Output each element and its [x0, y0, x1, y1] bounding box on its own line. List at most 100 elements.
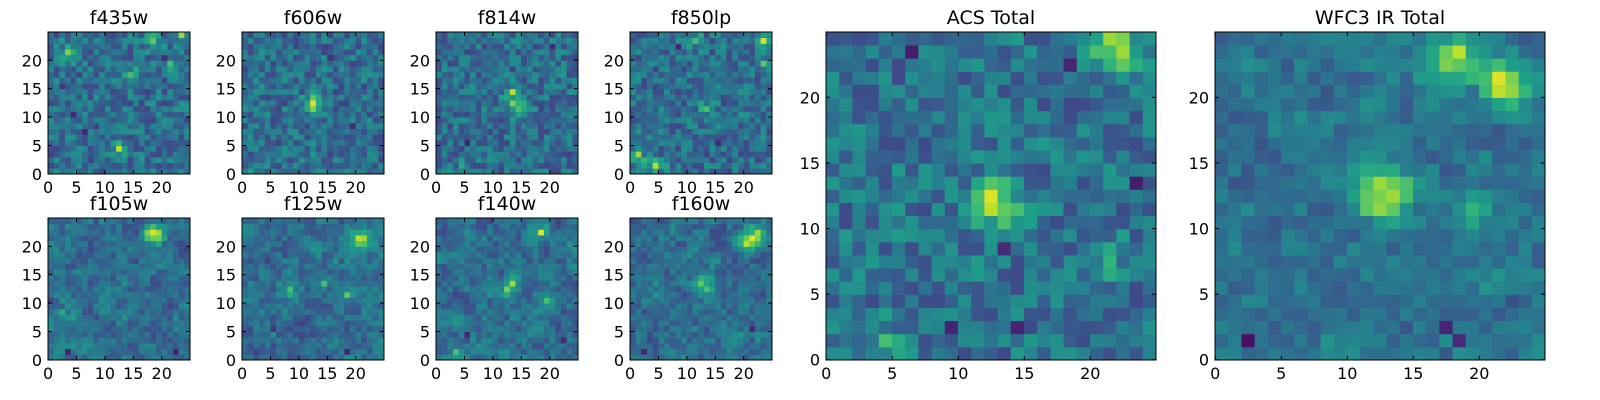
- heatmap-cell: [242, 156, 249, 164]
- heatmap-cell: [436, 122, 443, 129]
- heatmap-cell: [572, 88, 579, 95]
- heatmap-cell: [76, 325, 83, 332]
- heatmap-cell: [652, 88, 659, 95]
- heatmap-cell: [76, 235, 83, 242]
- heatmap-cell: [155, 37, 162, 44]
- heatmap-cell: [703, 320, 710, 327]
- heatmap-cell: [242, 60, 249, 67]
- heatmap-cell: [65, 235, 72, 242]
- heatmap-cell: [372, 229, 379, 236]
- heatmap-cell: [720, 354, 727, 361]
- heatmap-cell: [48, 354, 55, 361]
- heatmap-cell: [155, 128, 162, 135]
- heatmap-cell: [635, 100, 642, 107]
- heatmap-cell: [470, 235, 477, 242]
- heatmap-cell: [315, 331, 322, 338]
- heatmap-cell: [184, 257, 191, 264]
- heatmap-cell: [498, 54, 505, 61]
- heatmap-cell: [453, 83, 460, 90]
- heatmap-cell: [658, 32, 665, 39]
- heatmap-cell: [532, 274, 539, 281]
- heatmap-cell: [276, 320, 283, 327]
- heatmap-cell: [138, 117, 145, 124]
- heatmap-cell: [247, 117, 254, 124]
- heatmap-cell: [287, 162, 294, 169]
- heatmap-cell: [441, 105, 448, 112]
- heatmap-cell: [144, 308, 151, 315]
- heatmap-cell: [155, 308, 162, 315]
- heatmap-cell: [82, 66, 89, 73]
- heatmap-cell: [172, 94, 180, 101]
- heatmap-cell: [184, 263, 191, 270]
- heatmap-cell: [48, 83, 55, 90]
- heatmap-cell: [481, 77, 488, 84]
- heatmap-cell: [315, 252, 322, 259]
- heatmap-cell: [366, 291, 374, 298]
- heatmap-cell: [65, 60, 72, 67]
- heatmap-cell: [549, 235, 556, 242]
- heatmap-cell: [436, 134, 443, 141]
- heatmap-cell: [133, 286, 140, 293]
- heatmap-cell: [281, 223, 288, 230]
- heatmap-cell: [310, 117, 317, 124]
- heatmap-cell: [70, 314, 77, 321]
- heatmap-cell: [709, 49, 716, 56]
- heatmap-cell: [498, 274, 505, 281]
- heatmap-cell: [70, 286, 77, 293]
- heatmap-cell: [709, 145, 716, 152]
- heatmap-cell: [709, 354, 716, 361]
- heatmap-cell: [436, 269, 443, 276]
- heatmap-cell: [526, 134, 533, 141]
- heatmap-cell: [647, 297, 654, 304]
- heatmap-cell: [87, 105, 94, 112]
- heatmap-cell: [310, 37, 317, 44]
- heatmap-cell: [572, 291, 579, 298]
- heatmap-cell: [138, 134, 145, 141]
- heatmap-cell: [760, 117, 767, 124]
- heatmap-cell: [332, 60, 339, 67]
- heatmap-cell: [675, 60, 682, 67]
- heatmap-cell: [630, 37, 637, 44]
- heatmap-cell: [487, 235, 494, 242]
- heatmap-cell: [264, 32, 271, 39]
- heatmap-cell: [458, 105, 465, 112]
- heatmap-cell: [504, 54, 511, 61]
- heatmap-cell: [259, 331, 266, 338]
- heatmap-cell: [293, 320, 300, 327]
- heatmap-cell: [681, 162, 688, 169]
- heatmap-cell: [242, 252, 249, 259]
- heatmap-cell: [464, 252, 471, 259]
- heatmap-cell: [498, 43, 505, 50]
- heatmap-cell: [344, 156, 351, 164]
- heatmap-cell: [53, 240, 60, 247]
- heatmap-cell: [487, 331, 494, 338]
- heatmap-cell: [338, 274, 345, 281]
- heatmap-cell: [93, 223, 100, 230]
- heatmap-cell: [549, 263, 556, 270]
- heatmap-cell: [304, 337, 311, 344]
- heatmap-cell: [53, 291, 60, 298]
- heatmap-cell: [321, 145, 328, 152]
- heatmap-cell: [121, 297, 128, 304]
- heatmap-cell: [641, 280, 648, 287]
- heatmap-cell: [481, 354, 488, 361]
- heatmap-cell: [675, 88, 682, 95]
- heatmap-cell: [48, 151, 55, 158]
- heatmap-cell: [247, 77, 254, 84]
- heatmap-cell: [458, 325, 465, 332]
- heatmap-cell: [698, 100, 705, 107]
- x-tick-label: 15: [123, 178, 143, 197]
- heatmap-cell: [647, 139, 654, 146]
- heatmap-cell: [338, 111, 345, 118]
- heatmap-cell: [70, 94, 77, 101]
- heatmap-cell: [726, 151, 733, 158]
- heatmap-cell: [441, 37, 448, 44]
- heatmap-cell: [630, 325, 637, 332]
- heatmap-cell: [481, 32, 488, 39]
- heatmap-cell: [743, 280, 750, 287]
- heatmap-cell: [737, 145, 744, 152]
- heatmap-cell: [344, 280, 351, 287]
- heatmap-cell: [332, 105, 339, 112]
- heatmap-cell: [133, 128, 140, 135]
- heatmap-cell: [652, 320, 659, 327]
